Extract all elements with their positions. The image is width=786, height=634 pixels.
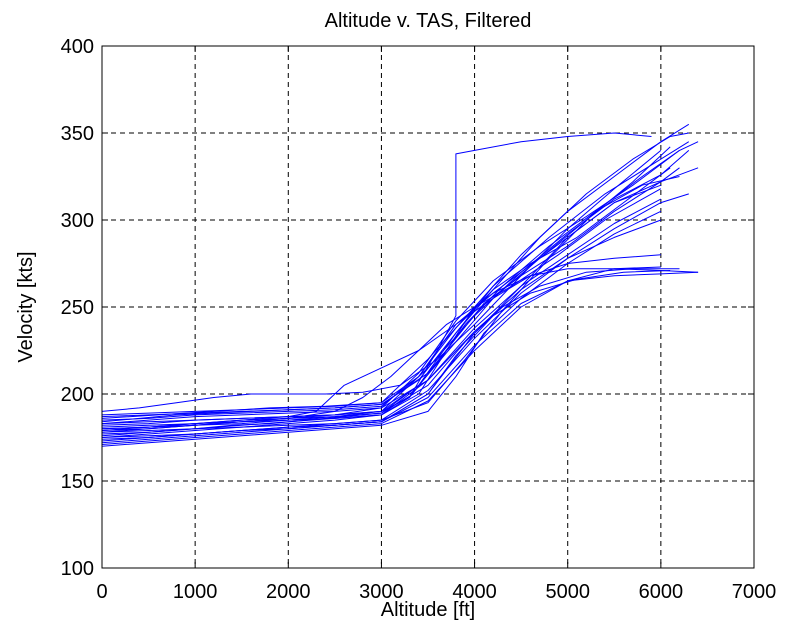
y-tick-label: 300 [61, 210, 94, 232]
series-line-22 [101, 146, 671, 435]
x-tick-label: 3000 [359, 581, 404, 603]
x-tick-label: 1000 [173, 581, 218, 603]
series-line-25 [101, 254, 661, 431]
x-axis-label: Altitude [ft] [381, 599, 476, 621]
y-tick-label: 200 [61, 384, 94, 406]
series-line-12 [101, 167, 671, 419]
series-group [101, 123, 699, 447]
y-tick-label: 350 [61, 123, 94, 145]
x-tick-label: 6000 [639, 581, 684, 603]
chart-title: Altitude v. TAS, Filtered [325, 10, 532, 32]
series-line-20 [101, 167, 680, 418]
x-tick-label: 2000 [266, 581, 311, 603]
x-tick-label: 7000 [732, 581, 777, 603]
tick-labels: 0 1000 2000 3000 4000 5000 6000 7000 100 150 200 25… [61, 36, 777, 603]
y-tick-label: 250 [61, 297, 94, 319]
x-tick-label: 0 [96, 581, 107, 603]
axes [101, 45, 755, 569]
y-tick-label: 100 [61, 558, 94, 580]
y-tick-label: 400 [61, 36, 94, 58]
x-tick-label: 4000 [452, 581, 497, 603]
series-line-3 [101, 141, 699, 438]
series-line-14 [101, 184, 662, 416]
grid [102, 46, 754, 568]
series-line-24 [101, 219, 662, 425]
series-line-23 [101, 193, 689, 442]
series-line-19 [101, 266, 661, 445]
y-axis-label: Velocity [kts] [15, 251, 37, 362]
series-line-21 [101, 132, 652, 430]
y-tick-label: 150 [61, 471, 94, 493]
x-tick-label: 5000 [545, 581, 590, 603]
series-line-15 [101, 188, 662, 428]
series-line-8 [101, 210, 662, 447]
